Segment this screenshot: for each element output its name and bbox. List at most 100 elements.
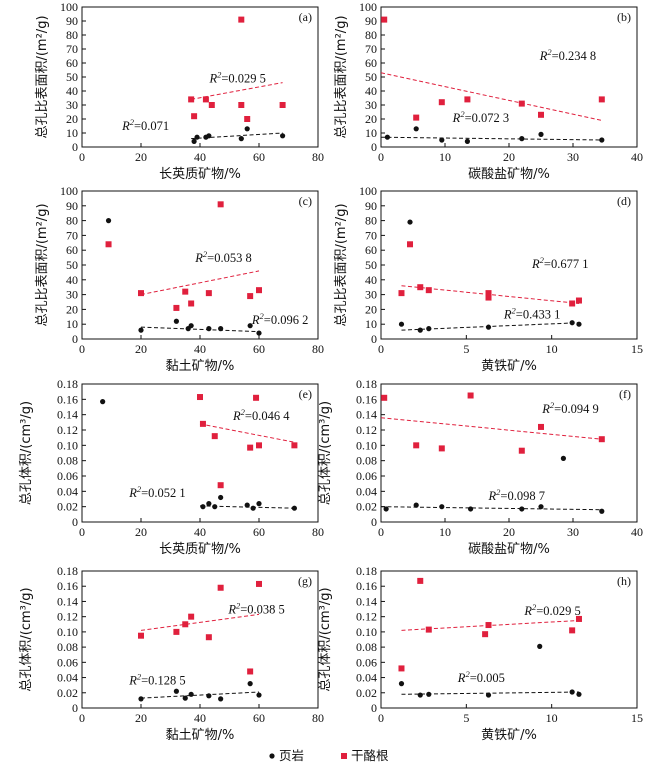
y-tick-label: 0	[371, 515, 377, 529]
x-axis-label: 碳酸盐矿物/%	[468, 167, 550, 182]
x-axis-label: 长英质矿物/%	[159, 167, 241, 182]
kerogen-point	[291, 442, 298, 449]
shale-point	[538, 131, 544, 137]
shale-point	[426, 326, 432, 332]
x-tick-label: 5	[463, 711, 469, 725]
panel-label: (h)	[617, 574, 631, 588]
y-tick-label: 100	[359, 0, 377, 14]
kerogen-point	[182, 621, 189, 628]
kerogen-r2-label: R2=0.677 1	[531, 255, 588, 271]
y-tick-label: 0.06	[57, 655, 78, 669]
kerogen-point	[191, 113, 198, 120]
shale-point	[256, 692, 262, 698]
shale-trend-line	[140, 691, 260, 699]
shale-point	[206, 693, 212, 699]
x-tick-label: 60	[253, 150, 265, 164]
kerogen-point	[238, 16, 245, 23]
shale-point	[244, 502, 250, 508]
y-tick-label: 0.18	[356, 377, 377, 391]
kerogen-r2-label: R2=0.046 4	[232, 407, 290, 423]
shale-point	[173, 688, 179, 694]
panel-label: (d)	[617, 194, 631, 208]
y-tick-label: 0.08	[356, 454, 377, 468]
shale-r2-label: R2=0.005	[457, 669, 505, 685]
shale-point	[519, 136, 525, 142]
kerogen-point	[425, 287, 432, 294]
shale-point	[206, 326, 212, 332]
shale-point	[256, 330, 262, 336]
y-tick-label: 50	[365, 258, 377, 272]
shale-point	[384, 134, 390, 140]
x-tick-label: 0	[378, 525, 384, 539]
x-tick-label: 40	[194, 711, 206, 725]
panel-label: (e)	[299, 387, 312, 401]
kerogen-point	[182, 288, 189, 295]
y-tick-label: 20	[66, 112, 78, 126]
shale-point	[519, 506, 525, 512]
y-tick-label: 0	[72, 515, 78, 529]
shale-point	[256, 501, 262, 507]
shale-point	[407, 219, 413, 225]
x-tick-label: 40	[194, 525, 206, 539]
shale-r2-label: R2=0.096 2	[251, 311, 308, 327]
y-tick-label: 80	[66, 214, 78, 228]
kerogen-trend-line	[199, 423, 295, 443]
y-tick-label: 70	[66, 228, 78, 242]
shale-point	[413, 502, 419, 508]
kerogen-point	[485, 290, 492, 297]
kerogen-r2-label: R2=0.029 5	[208, 70, 265, 86]
shale-point	[194, 134, 200, 140]
shale-point	[100, 399, 106, 405]
y-tick-label: 90	[365, 14, 377, 28]
x-tick-label: 0	[79, 711, 85, 725]
shale-r2-label: R2=0.433 1	[503, 305, 560, 321]
y-tick-label: 0.04	[57, 484, 78, 498]
x-axis-label: 黏土矿物/%	[166, 358, 235, 374]
y-tick-label: 0.02	[356, 686, 377, 700]
y-tick-label: 0.04	[356, 484, 377, 498]
shale-point	[218, 696, 224, 702]
x-tick-label: 0	[79, 150, 85, 164]
x-tick-label: 5	[463, 342, 469, 356]
kerogen-point	[138, 290, 144, 297]
shale-point	[247, 323, 253, 329]
y-tick-label: 10	[365, 317, 377, 331]
y-tick-label: 0.02	[356, 500, 377, 514]
y-tick-label: 50	[66, 258, 78, 272]
kerogen-trend-line	[140, 613, 260, 631]
shale-point	[413, 126, 419, 132]
y-tick-label: 0.16	[356, 579, 377, 593]
y-tick-label: 30	[365, 288, 377, 302]
y-axis-label: 总孔体积/(cm³/g)	[318, 587, 333, 691]
legend: 页岩 干酪根	[269, 748, 389, 763]
x-tick-label: 20	[135, 711, 147, 725]
shale-point	[426, 691, 432, 697]
shale-point	[244, 126, 250, 132]
kerogen-point	[381, 16, 388, 23]
y-tick-label: 0.16	[356, 392, 377, 406]
kerogen-point	[575, 297, 582, 304]
kerogen-point	[438, 99, 445, 106]
kerogen-point	[279, 102, 286, 108]
y-tick-label: 100	[359, 184, 377, 198]
shale-point	[138, 696, 144, 702]
y-tick-label: 60	[66, 56, 78, 70]
x-tick-label: 40	[194, 150, 206, 164]
y-tick-label: 0.18	[57, 564, 78, 578]
y-tick-label: 50	[365, 70, 377, 84]
y-tick-label: 0.14	[356, 408, 377, 422]
shale-r2-label: R2=0.072 3	[452, 109, 509, 125]
shale-point	[291, 505, 297, 511]
kerogen-point	[485, 294, 492, 301]
chart-panel-7: 0 20 40 60 8000.020.040.060.080.100.120.140.…	[19, 564, 324, 743]
kerogen-point	[211, 433, 218, 440]
y-tick-label: 30	[365, 98, 377, 112]
shale-point	[485, 692, 492, 698]
y-tick-label: 60	[66, 243, 78, 257]
y-tick-label: 0.10	[356, 438, 377, 452]
shale-point	[538, 504, 544, 510]
kerogen-point	[575, 615, 582, 622]
kerogen-point	[238, 102, 245, 108]
chart-panel-2: 0 10 20 30 400102030405060708090100碳酸盐矿物/%总孔…	[334, 0, 643, 182]
